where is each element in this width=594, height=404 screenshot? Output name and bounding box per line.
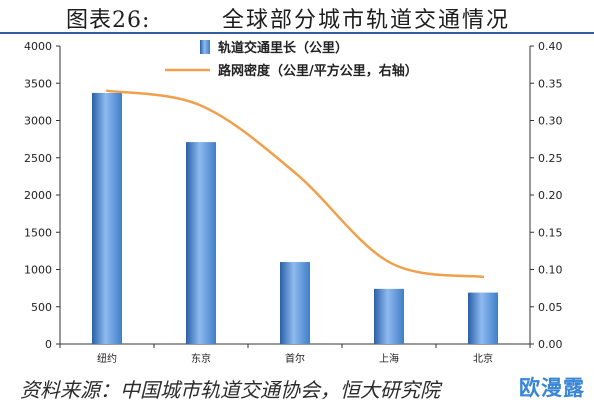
x-tick-label: 首尔 — [285, 352, 305, 365]
chart-canvas: 0 500 1000 1500 2000 2500 3000 3500 4000 0.00 0.05… — [24, 40, 563, 365]
y-tick-label-left: 500 — [31, 301, 52, 314]
watermark-logo: 欧漫露 — [519, 376, 585, 400]
y-tick-label-left: 3500 — [24, 77, 52, 90]
x-tick-label: 纽约 — [97, 352, 117, 365]
y-tick-label-right: 0.20 — [538, 189, 563, 202]
y-tick-label-right: 0.30 — [538, 115, 563, 128]
y-tick-label-left: 2500 — [24, 152, 52, 165]
x-tick-label: 上海 — [379, 352, 399, 365]
line-point — [481, 275, 485, 279]
x-tick-label: 北京 — [473, 352, 493, 365]
legend-bar-label: 轨道交通里长（公里） — [218, 40, 348, 56]
line-point — [199, 104, 203, 107]
bar — [468, 292, 498, 344]
legend-bar-swatch — [200, 40, 210, 54]
x-tick-label: 东京 — [191, 352, 211, 365]
line-point — [387, 260, 391, 264]
line-point — [105, 89, 109, 92]
y-tick-label-right: 0.00 — [538, 338, 563, 351]
y-tick-label-left: 4000 — [24, 40, 52, 53]
legend-line-label: 路网密度（公里/平方公里，右轴） — [218, 63, 418, 79]
density-line — [106, 89, 484, 279]
y-tick-label-left: 1000 — [24, 264, 52, 277]
y-tick-label-right: 0.40 — [538, 40, 563, 53]
y-tick-label-right: 0.15 — [538, 226, 563, 239]
bar — [280, 262, 310, 344]
chart-title: 全球部分城市轨道交通情况 — [222, 8, 511, 33]
y-tick-label-right: 0.05 — [538, 301, 563, 314]
source-note: 资料来源：中国城市轨道交通协会，恒大研究院 — [20, 378, 440, 402]
bar — [186, 142, 216, 344]
bar — [374, 288, 404, 344]
y-tick-label-left: 1500 — [24, 226, 52, 239]
y-tick-label-right: 0.35 — [538, 77, 563, 90]
header-bar: 图表26: 全球部分城市轨道交通情况 — [0, 0, 594, 34]
y-tick-label-left: 2000 — [24, 189, 52, 202]
bar — [92, 92, 122, 344]
y-tick-label-right: 0.25 — [538, 152, 563, 165]
y-tick-label-right: 0.10 — [538, 264, 563, 277]
y-tick-label-left: 0 — [45, 338, 52, 351]
line-point — [293, 171, 297, 174]
figure-label: 图表26: — [66, 8, 151, 33]
y-tick-label-left: 3000 — [24, 115, 52, 128]
